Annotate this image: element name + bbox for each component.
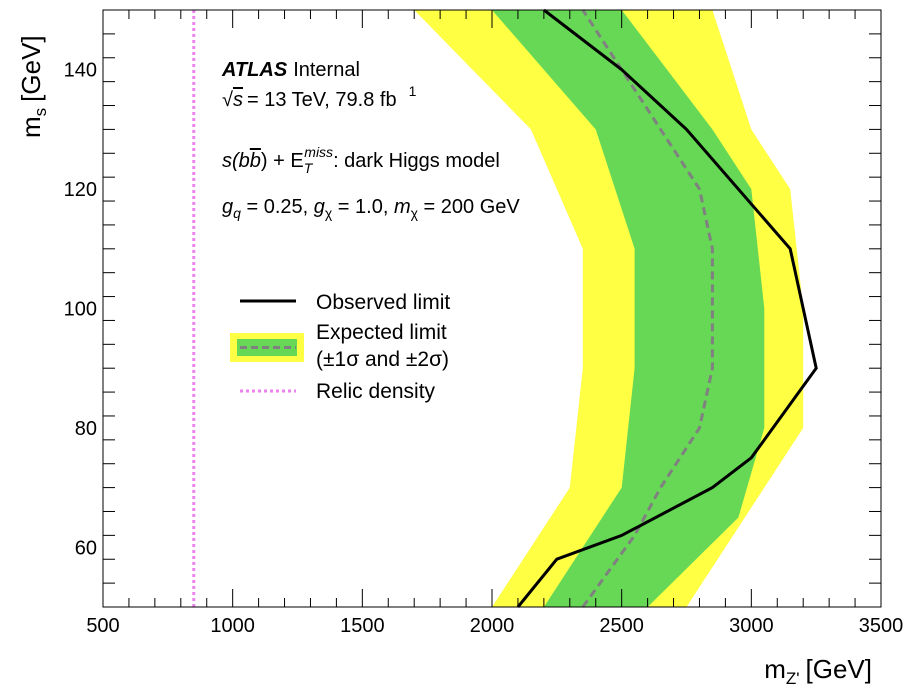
y-axis-title-sub: s [31, 108, 50, 117]
y-tick-label: 120 [64, 179, 97, 201]
x-axis-title-sub: Z' [786, 669, 800, 688]
legend-relic-label: Relic density [316, 380, 436, 403]
observed-limit-line [516, 8, 818, 608]
legend-observed-label: Observed limit [316, 291, 450, 314]
y-axis-title: ms [GeV] [16, 35, 50, 138]
legend: Observed limit Expected limit (±1σ and ±… [230, 291, 450, 403]
params-gq-sub: q [233, 205, 241, 221]
limit-curves [192, 8, 818, 608]
params-m-sub: χ [411, 205, 419, 221]
expected-limit-line [581, 9, 714, 608]
model-bbar: b [250, 150, 261, 172]
uncertainty-bands [414, 10, 804, 607]
params-gq: g [222, 196, 233, 218]
model-suffix: : dark Higgs model [333, 150, 500, 172]
y-tick-label: 80 [75, 418, 97, 440]
x-tick-label: 2000 [470, 615, 515, 637]
legend-expected-label-1: Expected limit [316, 321, 447, 344]
params-m-val: = 200 GeV [418, 196, 520, 218]
x-axis-title-main: m [764, 654, 786, 684]
energy-s: s [233, 89, 243, 111]
energy-label: √s = 13 TeV, 79.8 fb 1 [222, 83, 417, 111]
model-sup: miss [304, 144, 333, 160]
x-axis-title-unit: [GeV] [806, 654, 872, 684]
params-gq-val: = 0.25, [241, 196, 314, 218]
energy-text: = 13 TeV, 79.8 fb [247, 89, 397, 111]
y-tick-label: 140 [64, 60, 97, 82]
model-sub: T [304, 160, 314, 176]
y-tick-label: 100 [64, 299, 97, 321]
axis-tick-labels: 500 1000 1500 2000 2500 3000 3500 60 80 100 120 140 [64, 60, 904, 637]
atlas-label: ATLAS Internal [221, 59, 360, 81]
x-tick-label: 1000 [210, 615, 255, 637]
model-mid: ) + E [261, 150, 304, 172]
y-tick-label: 60 [75, 537, 97, 559]
sqrt-symbol: √ [222, 89, 233, 111]
atlas-experiment: ATLAS [221, 59, 288, 81]
x-tick-label: 2500 [599, 615, 644, 637]
legend-expected-label-2: (±1σ and ±2σ) [316, 348, 449, 371]
x-tick-label: 500 [86, 615, 119, 637]
x-tick-label: 3500 [859, 615, 904, 637]
params-gx-sub: χ [325, 205, 333, 221]
y-axis-title-main: m [16, 116, 46, 138]
energy-exponent: 1 [409, 83, 417, 99]
atlas-status: Internal [293, 59, 360, 81]
params-label: gq = 0.25, gχ = 1.0, mχ = 200 GeV [222, 196, 520, 221]
model-label: s(bb) + ETmiss: dark Higgs model [222, 144, 500, 176]
x-axis-title: mZ' [GeV] [764, 654, 872, 688]
y-axis-title-unit: [GeV] [16, 35, 46, 101]
model-prefix: s(b [222, 150, 250, 172]
params-m: m [394, 196, 411, 218]
x-tick-label: 1500 [340, 615, 385, 637]
params-gx: g [314, 196, 325, 218]
params-gx-val: = 1.0, [332, 196, 394, 218]
band-1sigma [492, 10, 765, 607]
axis-ticks [102, 9, 882, 608]
x-tick-label: 3000 [729, 615, 774, 637]
